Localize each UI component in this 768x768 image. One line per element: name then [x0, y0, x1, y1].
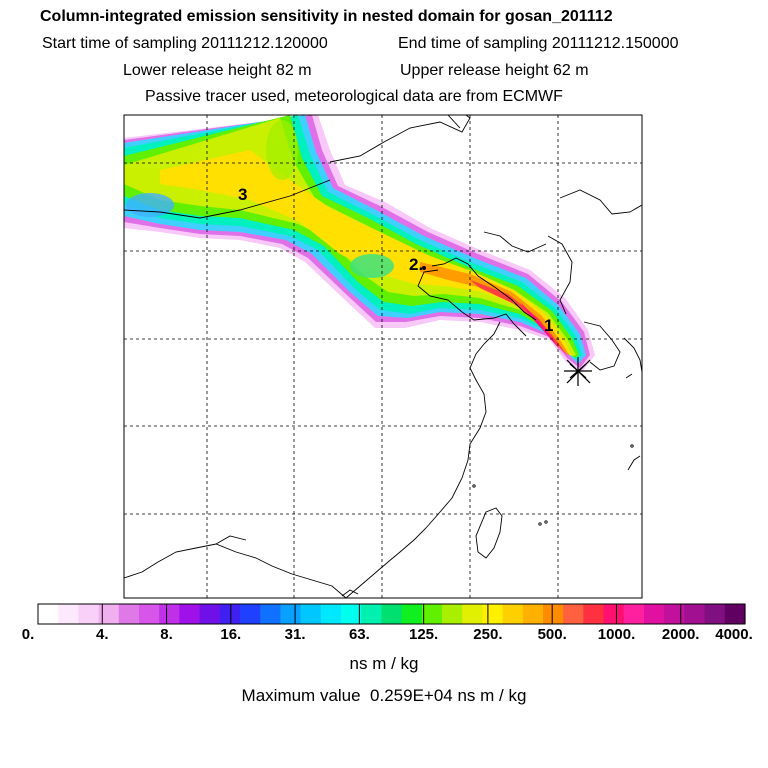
- colorbar-swatch: [139, 604, 160, 624]
- colorbar-tick-label: 125.: [408, 626, 439, 643]
- tracer-note: Passive tracer used, meteorological data…: [145, 88, 563, 105]
- colorbar-swatch: [280, 604, 302, 624]
- end-time: End time of sampling 20111212.150000: [398, 35, 679, 52]
- colorbar-swatch: [583, 604, 605, 624]
- colorbar-swatch: [199, 604, 221, 624]
- start-time: Start time of sampling 20111212.120000: [42, 35, 328, 52]
- colorbar-swatch: [381, 604, 403, 624]
- colorbar-swatch: [502, 604, 524, 624]
- colorbar-swatch: [664, 604, 685, 624]
- map-frame: [123, 114, 643, 599]
- colorbar-tick-label: 4.: [96, 626, 109, 643]
- colorbar-swatch: [320, 604, 342, 624]
- sensitivity-plume: [124, 115, 595, 372]
- colorbar-tick-label: 0.: [21, 626, 35, 643]
- maximum-value: Maximum value 0.259E+04 ns m / kg: [241, 686, 527, 705]
- coastlines: [124, 115, 642, 598]
- day-label-2: 2.: [409, 255, 423, 274]
- upper-release-height: Upper release height 62 m: [400, 62, 589, 79]
- colorbar: [37, 603, 746, 625]
- plot-title: Column-integrated emission sensitivity i…: [40, 8, 613, 25]
- colorbar-tick-label: 63.: [348, 626, 370, 643]
- day-label-1: 1: [544, 316, 553, 335]
- lat-lon-grid: [124, 115, 642, 598]
- colorbar-tick-label: 8.: [160, 626, 173, 643]
- colorbar-swatch: [421, 604, 443, 624]
- release-point-star-icon: [564, 357, 592, 386]
- colorbar-swatch: [684, 604, 706, 624]
- colorbar-swatch: [260, 604, 281, 624]
- colorbar-swatch: [442, 604, 463, 624]
- colorbar-swatch: [361, 604, 382, 624]
- colorbar-tick-label: 4000.: [715, 626, 753, 643]
- colorbar-tick-label: 16.: [220, 626, 242, 643]
- colorbar-tick-label: 1000.: [597, 626, 636, 643]
- map-area: 3 2. 1: [124, 115, 642, 598]
- colorbar-tick-label: 31.: [284, 626, 306, 643]
- colorbar-swatch: [58, 604, 79, 624]
- colorbar-swatch: [219, 604, 241, 624]
- colorbar-swatch: [38, 604, 59, 624]
- day-label-3: 3: [238, 185, 247, 204]
- colorbar-swatch: [78, 604, 100, 624]
- colorbar-swatch: [462, 604, 483, 624]
- colorbar-swatch: [644, 604, 665, 624]
- colorbar-swatch: [401, 604, 423, 624]
- colorbar-swatch: [300, 604, 322, 624]
- colorbar-swatch: [704, 604, 726, 624]
- colorbar-tick-label: 500.: [537, 626, 567, 643]
- colorbar-frame: [37, 603, 746, 625]
- colorbar-swatch: [159, 604, 180, 624]
- colorbar-swatch: [482, 604, 504, 624]
- colorbar-swatch: [522, 604, 544, 624]
- colorbar-swatch: [240, 604, 261, 624]
- colorbar-swatch: [543, 604, 564, 624]
- colorbar-swatch: [179, 604, 201, 624]
- colorbar-tick-label: 250.: [473, 626, 503, 643]
- colorbar-swatch: [623, 604, 645, 624]
- day-2-marker: [422, 266, 426, 270]
- lower-release-height: Lower release height 82 m: [123, 62, 312, 79]
- colorbar-swatch: [118, 604, 140, 624]
- colorbar-swatch: [603, 604, 625, 624]
- colorbar-units: ns m / kg: [349, 654, 419, 673]
- colorbar-swatch: [563, 604, 584, 624]
- colorbar-swatch: [98, 604, 120, 624]
- colorbar-swatch: [341, 604, 362, 624]
- colorbar-tick-label: 2000.: [661, 626, 700, 643]
- colorbar-swatch: [724, 604, 746, 624]
